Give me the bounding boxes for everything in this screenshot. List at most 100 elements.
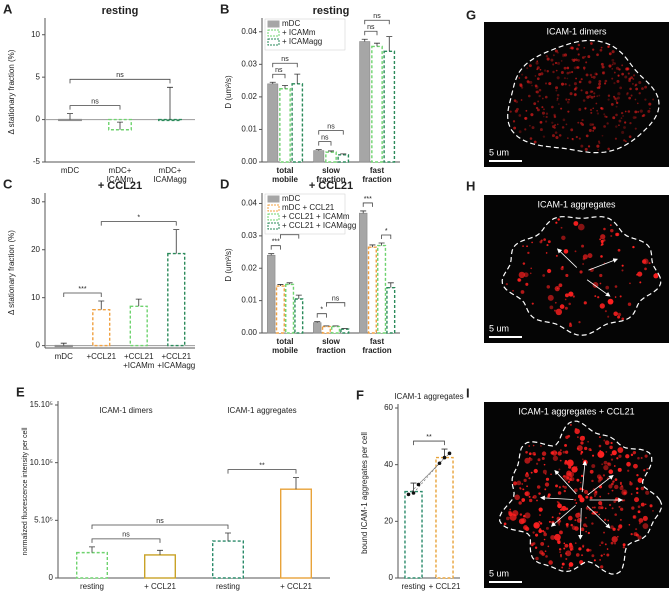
fluorescence-spot xyxy=(575,58,578,62)
fluorescence-spot xyxy=(542,274,546,277)
fluorescence-spot xyxy=(505,283,508,286)
fluorescence-spot xyxy=(565,550,572,557)
bar xyxy=(285,283,295,334)
error-bar xyxy=(340,153,347,155)
fluorescence-spot xyxy=(551,516,554,519)
arrow xyxy=(540,495,574,501)
fluorescence-spot xyxy=(531,544,534,547)
fluorescence-spot xyxy=(618,524,623,528)
fluorescence-spot xyxy=(522,500,524,503)
fluorescence-spot xyxy=(587,531,591,535)
bar xyxy=(367,246,377,334)
fluorescence-spot xyxy=(632,116,636,120)
fluorescence-spot xyxy=(533,453,536,456)
fluorescence-spot xyxy=(564,443,568,447)
fluorescence-spot xyxy=(554,309,556,312)
fluorescence-spot xyxy=(610,441,613,445)
fluorescence-spot xyxy=(530,267,533,270)
fluorescence-spot xyxy=(598,79,602,83)
fluorescence-spot xyxy=(547,294,554,301)
fluorescence-spot xyxy=(544,550,547,552)
fluorescence-spot xyxy=(563,249,569,254)
fluorescence-spot xyxy=(554,286,560,292)
fluorescence-spot xyxy=(640,502,645,507)
fluorescence-spot xyxy=(598,513,601,516)
fluorescence-spot xyxy=(522,262,526,265)
bar xyxy=(143,554,176,579)
fluorescence-spot xyxy=(539,509,542,512)
error-bar xyxy=(173,229,180,254)
fluorescence-spot xyxy=(541,457,545,460)
y-tick-label: 0.02 xyxy=(241,263,257,272)
y-axis-label: Δ stationary fraction (%) xyxy=(7,49,16,134)
fluorescence-spot xyxy=(623,139,626,142)
fluorescence-spot xyxy=(518,501,522,505)
fluorescence-spot xyxy=(565,273,569,278)
cell-point xyxy=(447,451,452,456)
fluorescence-spot xyxy=(636,474,639,477)
fluorescence-spot xyxy=(534,84,538,88)
chart-title: resting xyxy=(102,5,139,17)
fluorescence-spot xyxy=(584,107,587,110)
fluorescence-spot xyxy=(539,68,542,71)
fluorescence-spot xyxy=(580,450,584,454)
fluorescence-spot xyxy=(542,115,545,118)
significance-bracket xyxy=(69,105,121,110)
fluorescence-spot xyxy=(594,295,597,298)
fluorescence-spot xyxy=(524,526,530,532)
fluorescence-spot xyxy=(629,87,632,91)
fluorescence-spot xyxy=(530,113,534,117)
fluorescence-spot xyxy=(629,121,632,125)
fluorescence-spot xyxy=(632,245,635,249)
fluorescence-spot xyxy=(630,493,633,495)
fluorescence-spot xyxy=(553,126,556,129)
fluorescence-spot xyxy=(605,285,610,290)
fluorescence-spot xyxy=(582,488,585,491)
fluorescence-spot xyxy=(545,112,549,115)
fluorescence-spot xyxy=(599,544,601,547)
fluorescence-spot xyxy=(539,514,541,516)
fluorescence-spot xyxy=(631,506,635,510)
y-tick-label: 0.00 xyxy=(241,328,257,337)
fluorescence-spot xyxy=(555,69,558,72)
y-tick-label: 20 xyxy=(384,516,393,525)
fluorescence-spot xyxy=(635,487,639,490)
fluorescence-spot xyxy=(568,291,574,297)
fluorescence-spot xyxy=(580,474,584,478)
bar xyxy=(404,490,423,579)
fluorescence-spot xyxy=(597,148,600,151)
fluorescence-spot xyxy=(538,520,541,523)
fluorescence-spot xyxy=(528,64,532,68)
fluorescence-spot xyxy=(523,272,529,278)
error-bar xyxy=(374,42,380,47)
fluorescence-spot xyxy=(581,123,585,126)
error-bar xyxy=(117,121,123,130)
fluorescence-spot xyxy=(642,515,648,521)
fluorescence-spot xyxy=(533,468,538,474)
fluorescence-spot xyxy=(520,99,523,101)
fluorescence-spot xyxy=(621,317,625,321)
fluorescence-spot xyxy=(529,457,533,461)
fluorescence-spot xyxy=(577,223,585,231)
fluorescence-spot xyxy=(615,105,618,108)
pair-line xyxy=(408,463,440,495)
bar xyxy=(129,305,148,347)
legend-swatch xyxy=(267,20,280,28)
fluorescence-spot xyxy=(600,565,604,569)
fluorescence-spot xyxy=(614,484,619,490)
fluorescence-spot xyxy=(612,61,615,64)
legend-swatch xyxy=(267,213,280,221)
fluorescence-spot xyxy=(578,137,581,140)
fluorescence-spot xyxy=(574,519,577,522)
fluorescence-spot xyxy=(610,541,614,545)
fluorescence-spot xyxy=(554,131,558,134)
fluorescence-spot xyxy=(598,85,601,88)
fluorescence-spot xyxy=(592,48,595,51)
fluorescence-spot xyxy=(607,298,614,305)
fluorescence-spot xyxy=(619,481,622,484)
fluorescence-spot xyxy=(616,79,620,83)
x-tick-label: +CCL21 xyxy=(86,352,116,361)
x-tick-label: resting xyxy=(216,582,240,591)
fluorescence-spot xyxy=(644,85,648,89)
fluorescence-spot xyxy=(586,548,590,552)
